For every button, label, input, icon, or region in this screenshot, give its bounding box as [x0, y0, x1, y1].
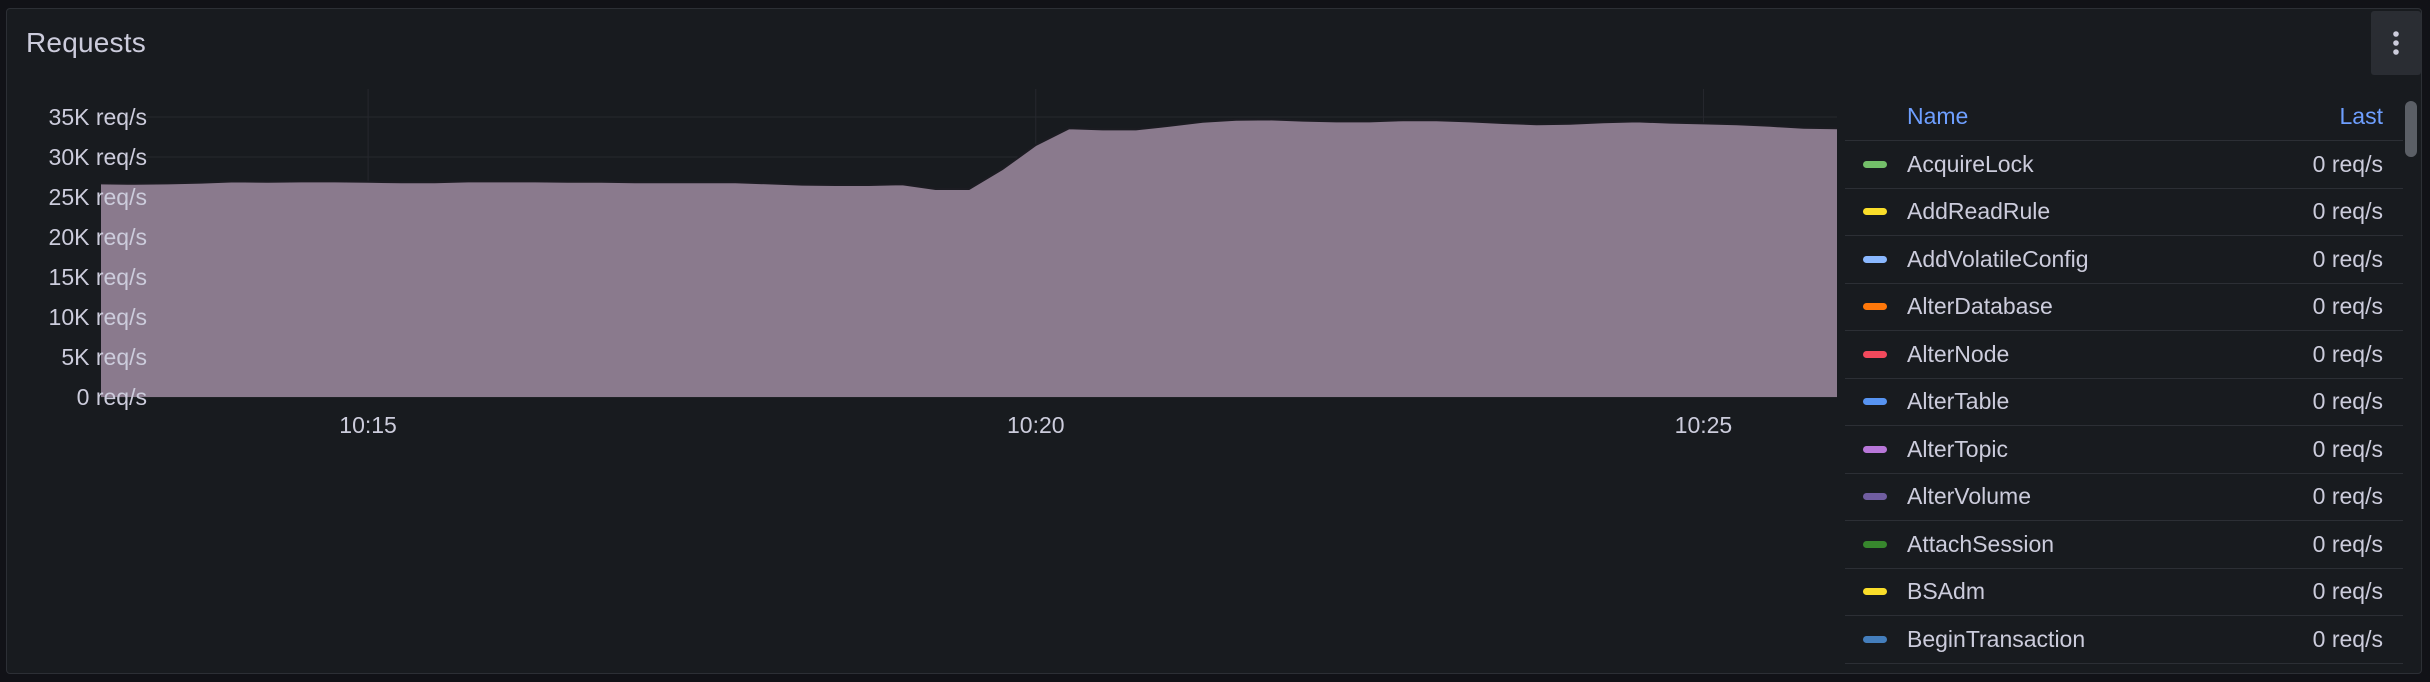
- legend-item[interactable]: AlterDatabase 0 req/s: [1845, 284, 2403, 332]
- legend-item-name: AlterTopic: [1907, 436, 2313, 463]
- legend-item[interactable]: AddReadRule 0 req/s: [1845, 189, 2403, 237]
- requests-chart[interactable]: 0 req/s 5K req/s 10K req/s 15K req/s 20K req…: [7, 89, 1837, 669]
- y-tick-label: 5K req/s: [61, 344, 147, 370]
- legend-item-last: 0 req/s: [2313, 626, 2403, 653]
- legend-swatch: [1863, 161, 1887, 168]
- y-tick-label: 10K req/s: [49, 304, 147, 330]
- y-tick-label: 35K req/s: [49, 104, 147, 130]
- legend-swatch: [1863, 351, 1887, 358]
- legend-header-name[interactable]: Name: [1845, 103, 2340, 130]
- legend-item-name: AlterVolume: [1907, 483, 2313, 510]
- legend-item[interactable]: AlterTable 0 req/s: [1845, 379, 2403, 427]
- legend-swatch: [1863, 256, 1887, 263]
- legend-item-last: 0 req/s: [2313, 436, 2403, 463]
- legend-item-name: AttachSession: [1907, 531, 2313, 558]
- legend-swatch: [1863, 493, 1887, 500]
- legend-item-last: 0 req/s: [2313, 151, 2403, 178]
- y-tick-label: 15K req/s: [49, 264, 147, 290]
- legend-swatch: [1863, 303, 1887, 310]
- legend-item[interactable]: AddVolatileConfig 0 req/s: [1845, 236, 2403, 284]
- y-tick-label: 25K req/s: [49, 184, 147, 210]
- legend-item-last: 0 req/s: [2313, 341, 2403, 368]
- legend-item-name: AlterNode: [1907, 341, 2313, 368]
- panel-title: Requests: [26, 27, 146, 59]
- legend-item[interactable]: AttachSession 0 req/s: [1845, 521, 2403, 569]
- legend-header: Name Last: [1845, 93, 2403, 141]
- legend-item-last: 0 req/s: [2313, 483, 2403, 510]
- legend-item-name: AcquireLock: [1907, 151, 2313, 178]
- y-tick-label: 0 req/s: [77, 384, 147, 410]
- legend-item-last: 0 req/s: [2313, 198, 2403, 225]
- x-tick-label: 10:20: [1007, 412, 1065, 438]
- legend-item-name: BeginTransaction: [1907, 626, 2313, 653]
- y-tick-label: 20K req/s: [49, 224, 147, 250]
- legend-item-name: AlterDatabase: [1907, 293, 2313, 320]
- legend-item-last: 0 req/s: [2313, 578, 2403, 605]
- legend-item[interactable]: BeginTransaction 0 req/s: [1845, 616, 2403, 664]
- panel-menu-button[interactable]: [2371, 11, 2421, 75]
- legend-swatch: [1863, 208, 1887, 215]
- legend-item-last: 0 req/s: [2313, 388, 2403, 415]
- legend-item[interactable]: AlterNode 0 req/s: [1845, 331, 2403, 379]
- legend-item-name: BSAdm: [1907, 578, 2313, 605]
- legend-item[interactable]: AlterVolume 0 req/s: [1845, 474, 2403, 522]
- legend-swatch: [1863, 446, 1887, 453]
- legend-item-last: 0 req/s: [2313, 293, 2403, 320]
- legend-swatch: [1863, 398, 1887, 405]
- legend-item-last: 0 req/s: [2313, 531, 2403, 558]
- legend-item-name: AddVolatileConfig: [1907, 246, 2313, 273]
- legend-item-last: 0 req/s: [2313, 246, 2403, 273]
- legend-swatch: [1863, 588, 1887, 595]
- legend-item[interactable]: BSAdm 0 req/s: [1845, 569, 2403, 617]
- legend-rows: AcquireLock 0 req/s AddReadRule 0 req/s AddV…: [1845, 141, 2403, 664]
- legend-swatch: [1863, 541, 1887, 548]
- x-tick-label: 10:15: [339, 412, 397, 438]
- legend-item-name: AddReadRule: [1907, 198, 2313, 225]
- x-tick-label: 10:25: [1675, 412, 1733, 438]
- y-tick-label: 30K req/s: [49, 144, 147, 170]
- requests-panel: Requests 0 req/s 5K req/s 10K req/s 15K req…: [6, 8, 2422, 674]
- legend-swatch: [1863, 636, 1887, 643]
- legend-item-name: AlterTable: [1907, 388, 2313, 415]
- legend-scrollbar[interactable]: [2405, 101, 2417, 157]
- legend-item[interactable]: AlterTopic 0 req/s: [1845, 426, 2403, 474]
- kebab-vertical-icon: [2391, 29, 2401, 57]
- series-area[interactable]: [101, 119, 1837, 397]
- legend-header-last[interactable]: Last: [2340, 103, 2403, 130]
- legend: Name Last AcquireLock 0 req/s AddReadRule 0…: [1845, 93, 2403, 669]
- legend-item[interactable]: AcquireLock 0 req/s: [1845, 141, 2403, 189]
